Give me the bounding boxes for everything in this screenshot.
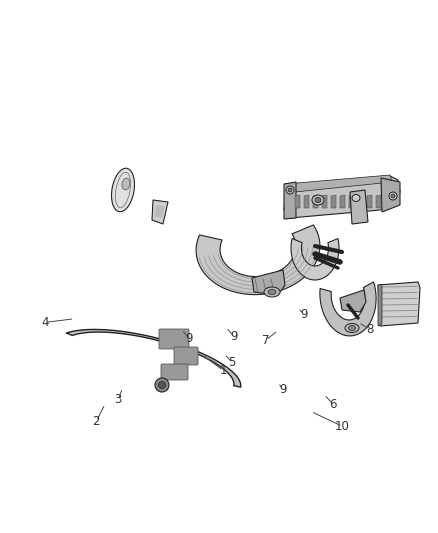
Polygon shape — [381, 178, 400, 212]
FancyBboxPatch shape — [161, 364, 188, 380]
Polygon shape — [367, 195, 372, 208]
Ellipse shape — [286, 186, 294, 194]
Polygon shape — [376, 195, 381, 208]
Ellipse shape — [155, 378, 169, 392]
Ellipse shape — [159, 382, 166, 389]
Text: 9: 9 — [230, 330, 238, 343]
Text: 9: 9 — [185, 333, 193, 345]
Ellipse shape — [345, 324, 359, 333]
Polygon shape — [358, 195, 363, 208]
Polygon shape — [322, 195, 327, 208]
Ellipse shape — [268, 289, 276, 295]
Ellipse shape — [112, 168, 134, 212]
Polygon shape — [349, 195, 354, 208]
Polygon shape — [304, 195, 309, 208]
Ellipse shape — [122, 178, 130, 190]
Text: 5: 5 — [229, 356, 236, 369]
Polygon shape — [67, 329, 241, 387]
Polygon shape — [154, 205, 165, 218]
Text: 2: 2 — [92, 415, 100, 427]
Ellipse shape — [264, 287, 280, 297]
Ellipse shape — [389, 192, 397, 200]
Polygon shape — [196, 225, 320, 295]
Ellipse shape — [349, 326, 356, 330]
Polygon shape — [331, 195, 336, 208]
Polygon shape — [340, 195, 345, 208]
Polygon shape — [284, 182, 296, 219]
Ellipse shape — [391, 194, 395, 198]
Polygon shape — [313, 195, 318, 208]
Text: 4: 4 — [41, 316, 49, 329]
Text: 9: 9 — [300, 308, 308, 321]
Polygon shape — [340, 290, 366, 312]
Polygon shape — [320, 282, 376, 336]
Text: 7: 7 — [262, 334, 270, 346]
Polygon shape — [350, 190, 368, 224]
Text: 9: 9 — [279, 383, 286, 395]
Polygon shape — [284, 176, 400, 218]
Text: 8: 8 — [367, 323, 374, 336]
Ellipse shape — [288, 188, 292, 192]
Text: 6: 6 — [329, 398, 337, 410]
Polygon shape — [378, 282, 420, 326]
Polygon shape — [295, 195, 300, 208]
Text: 10: 10 — [335, 420, 350, 433]
Text: 3: 3 — [115, 393, 122, 406]
Polygon shape — [291, 239, 339, 280]
Ellipse shape — [315, 198, 321, 203]
Polygon shape — [285, 175, 392, 193]
Polygon shape — [378, 284, 382, 326]
Polygon shape — [252, 270, 285, 295]
FancyBboxPatch shape — [159, 329, 189, 349]
Ellipse shape — [312, 195, 324, 205]
FancyBboxPatch shape — [174, 347, 198, 365]
Ellipse shape — [352, 195, 360, 201]
Polygon shape — [152, 200, 168, 224]
Text: 1: 1 — [219, 364, 227, 377]
